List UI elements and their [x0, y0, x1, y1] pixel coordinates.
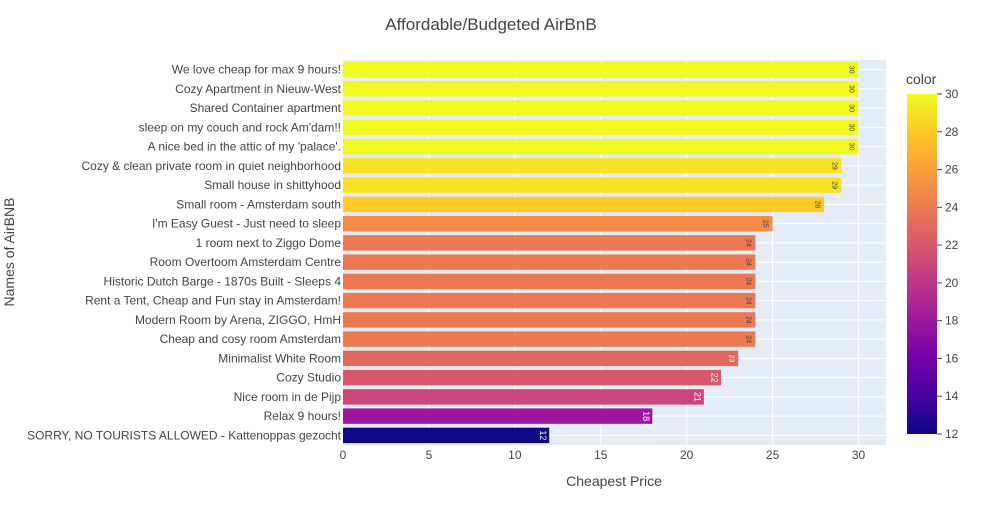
colorbar-tick-label: 16: [945, 351, 959, 365]
x-tick-label: 15: [594, 448, 608, 462]
y-tick-label: Room Overtoom Amsterdam Centre: [150, 255, 342, 269]
bar: [343, 312, 756, 328]
colorbar-tick-label: 30: [945, 87, 959, 101]
bar-value-label: 18: [641, 411, 651, 421]
bar: [343, 81, 859, 97]
bar-value-label: 29: [830, 181, 837, 189]
y-tick-label: Cheap and cosy room Amsterdam: [160, 332, 341, 346]
bar: [343, 389, 704, 405]
x-tick-label: 10: [508, 448, 522, 462]
bar-value-label: 25: [762, 220, 769, 228]
bar-value-label: 28: [813, 200, 820, 208]
y-tick-label: Cozy & clean private room in quiet neigh…: [82, 159, 342, 173]
bar-value-label: 29: [830, 162, 837, 170]
bar: [343, 196, 825, 213]
x-tick-label: 5: [426, 448, 433, 462]
colorbar: [907, 94, 937, 434]
y-tick-label: Nice room in de Pijp: [234, 390, 342, 404]
bar-value-label: 30: [848, 123, 855, 131]
y-tick-label: I'm Easy Guest - Just need to sleep: [152, 217, 341, 231]
bar: [343, 408, 653, 424]
x-axis-title: Cheapest Price: [566, 473, 662, 489]
bar: [343, 292, 756, 309]
y-tick-label: Small room - Amsterdam south: [176, 197, 341, 211]
colorbar-tick-label: 26: [945, 163, 959, 177]
bar-value-label: 30: [848, 104, 855, 112]
bar-value-label: 30: [848, 66, 855, 74]
bar-value-label: 24: [745, 316, 752, 324]
y-axis-title: Names of AirBNB: [1, 198, 17, 307]
y-tick-label: Shared Container apartment: [190, 101, 342, 115]
bar-value-label: 24: [745, 335, 752, 343]
bar: [343, 331, 756, 347]
bar: [343, 273, 756, 290]
colorbar-tick-label: 14: [945, 389, 959, 403]
bar: [343, 369, 722, 386]
bar: [343, 235, 756, 251]
bar-value-label: 24: [745, 277, 752, 285]
bar-value-label: 30: [848, 85, 855, 93]
x-tick-label: 30: [852, 448, 866, 462]
colorbar-tick-label: 20: [945, 276, 959, 290]
colorbar-tick-label: 24: [945, 200, 959, 214]
x-tick-label: 25: [766, 448, 780, 462]
bar-value-label: 12: [538, 430, 548, 440]
y-tick-label: Cozy Apartment in Nieuw-West: [175, 82, 342, 96]
bar-value-label: 30: [848, 143, 855, 151]
bar: [343, 61, 859, 78]
y-tick-label: 1 room next to Ziggo Dome: [196, 236, 342, 250]
colorbar-ticks: 12 14 16 18 20 22 24 26 28 30: [937, 87, 959, 441]
colorbar-tick-label: 12: [945, 427, 959, 441]
y-tick-label: We love cheap for max 9 hours!: [172, 63, 341, 77]
bar: [343, 177, 842, 193]
bars: 30 30 30 30 30 29 29 28 25 24 24 24 24 24 24 23 22 21 18 12: [343, 61, 859, 444]
colorbar-tick-label: 22: [945, 238, 959, 252]
y-tick-label: Rent a Tent, Cheap and Fun stay in Amste…: [85, 294, 341, 308]
colorbar-tick-label: 28: [945, 125, 959, 139]
chart-title: Affordable/Budgeted AirBnB: [385, 15, 596, 34]
bar: [343, 158, 842, 174]
y-tick-labels: We love cheap for max 9 hours! Cozy Apart…: [27, 63, 342, 443]
bar-value-label: 23: [727, 354, 734, 362]
y-tick-label: Modern Room by Arena, ZIGGO, HmH: [135, 313, 341, 327]
colorbar-tick-label: 18: [945, 314, 959, 328]
y-tick-label: Small house in shittyhood: [204, 178, 341, 192]
plot-background: [343, 60, 886, 445]
x-tick-label: 20: [680, 448, 694, 462]
y-tick-label: A nice bed in the attic of my 'palace'.: [148, 140, 341, 154]
bar: [343, 254, 756, 270]
bar-value-label: 21: [692, 392, 702, 402]
y-tick-label: Relax 9 hours!: [264, 409, 341, 423]
x-tick-labels: 0 5 10 15 20 25 30: [340, 448, 866, 462]
bar-value-label: 24: [745, 239, 752, 247]
bar-value-label: 22: [710, 373, 720, 383]
bar: [343, 427, 550, 444]
bar: [343, 119, 859, 136]
bar-value-label: 24: [745, 297, 752, 305]
bar: [343, 138, 859, 155]
bar: [343, 215, 773, 232]
x-tick-label: 0: [340, 448, 347, 462]
bar: [343, 100, 859, 116]
y-tick-label: Cozy Studio: [276, 371, 341, 385]
bar-value-label: 24: [745, 258, 752, 266]
colorbar-title: color: [906, 71, 937, 87]
y-tick-label: SORRY, NO TOURISTS ALLOWED - Kattenoppas…: [27, 428, 342, 442]
y-tick-label: Minimalist White Room: [218, 351, 341, 365]
bar: [343, 350, 739, 367]
y-tick-label: sleep on my couch and rock Am'dam!!: [139, 120, 341, 134]
y-tick-label: Historic Dutch Barge - 1870s Built - Sle…: [104, 274, 342, 288]
